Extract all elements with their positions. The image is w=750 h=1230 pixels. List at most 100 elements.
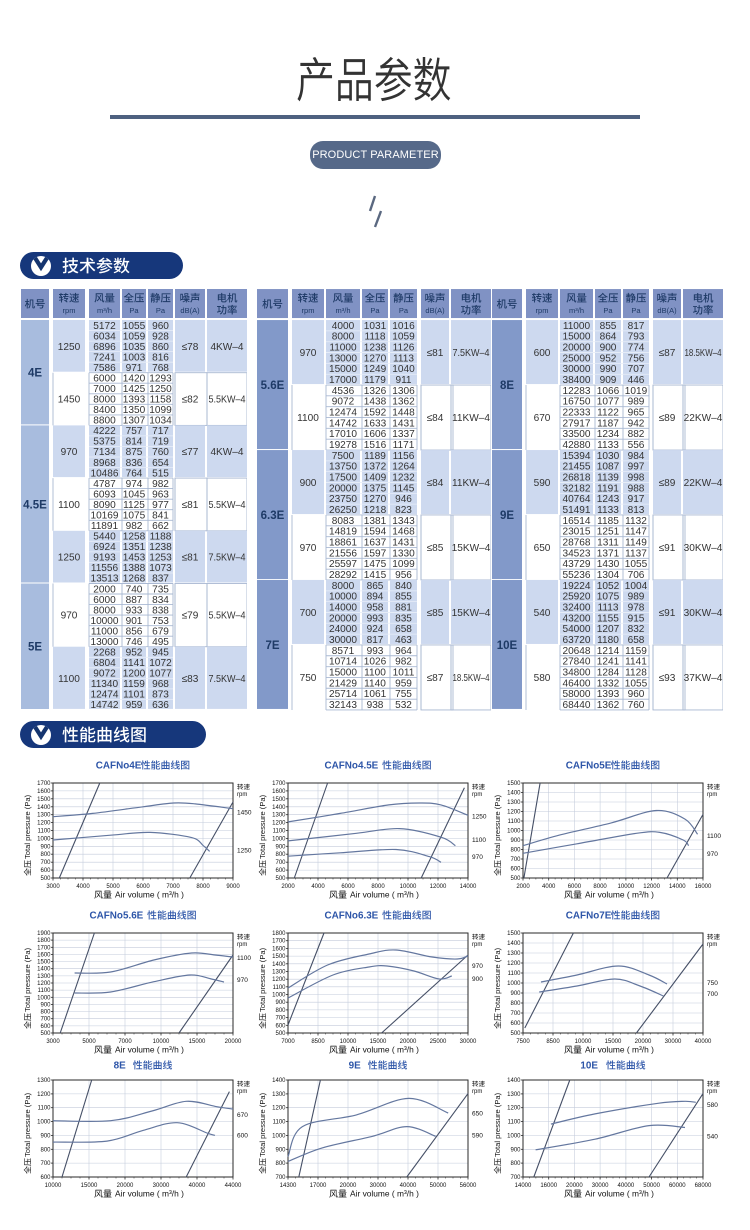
- svg-text:17010: 17010: [329, 429, 357, 440]
- svg-text:rpm: rpm: [237, 792, 247, 798]
- svg-text:1238: 1238: [149, 542, 172, 553]
- svg-text:11000: 11000: [563, 321, 591, 332]
- svg-text:946: 946: [395, 494, 412, 505]
- svg-text:900: 900: [275, 844, 286, 850]
- svg-text:Air volume ( m³/h ): Air volume ( m³/h ): [350, 1189, 419, 1199]
- svg-text:15394: 15394: [562, 451, 590, 462]
- svg-text:8571: 8571: [332, 646, 355, 657]
- svg-text:823: 823: [395, 505, 412, 516]
- svg-text:956: 956: [395, 570, 412, 581]
- svg-text:Pa: Pa: [370, 306, 380, 315]
- svg-text:9072: 9072: [93, 669, 116, 680]
- svg-text:900: 900: [275, 1000, 286, 1006]
- svg-text:≤89: ≤89: [659, 413, 676, 424]
- svg-text:8000: 8000: [93, 395, 116, 406]
- svg-text:37KW–4: 37KW–4: [684, 673, 723, 684]
- svg-text:768: 768: [152, 363, 169, 374]
- svg-text:990: 990: [600, 364, 617, 375]
- svg-text:600: 600: [237, 1132, 248, 1139]
- svg-text:5440: 5440: [93, 532, 116, 543]
- svg-text:836: 836: [126, 458, 143, 469]
- svg-text:8968: 8968: [93, 458, 116, 469]
- svg-text:6896: 6896: [93, 342, 116, 353]
- svg-text:1132: 1132: [625, 516, 647, 527]
- svg-text:832: 832: [628, 624, 645, 635]
- svg-text:20000: 20000: [635, 1039, 652, 1045]
- svg-text:23750: 23750: [329, 494, 357, 505]
- svg-text:5E: 5E: [28, 642, 42, 654]
- svg-text:8400: 8400: [93, 405, 116, 416]
- svg-text:9072: 9072: [332, 397, 355, 408]
- svg-text:1087: 1087: [597, 462, 620, 473]
- svg-text:1000: 1000: [37, 995, 51, 1001]
- svg-text:CAFNo5.6E: CAFNo5.6E: [90, 910, 144, 921]
- svg-text:700: 700: [275, 860, 286, 866]
- svg-text:1200: 1200: [507, 810, 521, 816]
- svg-text:970: 970: [472, 854, 483, 861]
- svg-text:Pa: Pa: [399, 306, 409, 315]
- svg-text:971: 971: [126, 363, 143, 374]
- svg-text:813: 813: [628, 505, 645, 516]
- svg-text:500: 500: [275, 876, 286, 882]
- svg-text:900: 900: [40, 1133, 51, 1139]
- svg-text:700: 700: [510, 1175, 521, 1181]
- svg-text:1100: 1100: [508, 971, 522, 977]
- svg-text:Air volume ( m³/h ): Air volume ( m³/h ): [585, 1045, 654, 1055]
- svg-text:11KW–4: 11KW–4: [452, 478, 490, 489]
- svg-text:rpm: rpm: [302, 306, 315, 315]
- svg-text:1200: 1200: [507, 1106, 521, 1112]
- svg-text:856: 856: [126, 626, 143, 637]
- svg-text:1113: 1113: [598, 603, 619, 614]
- svg-text:1371: 1371: [597, 548, 620, 559]
- svg-text:964: 964: [395, 646, 412, 657]
- svg-text:1306: 1306: [392, 386, 415, 397]
- svg-text:970: 970: [472, 963, 483, 970]
- svg-text:Air volume ( m³/h ): Air volume ( m³/h ): [115, 890, 184, 900]
- svg-text:rpm: rpm: [707, 792, 717, 798]
- svg-text:38400: 38400: [562, 375, 590, 386]
- svg-text:4000: 4000: [332, 321, 355, 332]
- svg-text:1700: 1700: [272, 939, 286, 945]
- svg-text:600: 600: [510, 867, 521, 873]
- svg-text:600: 600: [40, 1024, 51, 1030]
- svg-text:1594: 1594: [364, 527, 387, 538]
- svg-text:12474: 12474: [90, 690, 118, 701]
- svg-text:8500: 8500: [546, 1039, 560, 1045]
- svg-text:42880: 42880: [562, 440, 590, 451]
- svg-text:1000: 1000: [272, 836, 286, 842]
- svg-text:4000: 4000: [311, 884, 325, 890]
- svg-text:1126: 1126: [393, 343, 415, 354]
- svg-text:800: 800: [40, 852, 51, 858]
- svg-text:1633: 1633: [364, 418, 387, 429]
- svg-text:55236: 55236: [562, 570, 590, 581]
- svg-text:30000: 30000: [153, 1183, 170, 1189]
- svg-text:1200: 1200: [37, 981, 51, 987]
- svg-text:997: 997: [628, 462, 645, 473]
- svg-text:1400: 1400: [507, 791, 521, 797]
- svg-text:15000: 15000: [605, 1039, 622, 1045]
- svg-text:Total pressure (Pa): Total pressure (Pa): [23, 794, 32, 859]
- svg-text:13000: 13000: [329, 353, 357, 364]
- svg-text:Air volume ( m³/h ): Air volume ( m³/h ): [585, 1189, 654, 1199]
- svg-text:463: 463: [395, 635, 412, 646]
- svg-text:1171: 1171: [393, 440, 415, 451]
- svg-text:1304: 1304: [597, 570, 620, 581]
- svg-text:44000: 44000: [225, 1183, 242, 1189]
- svg-text:22333: 22333: [562, 408, 590, 419]
- svg-text:959: 959: [395, 678, 412, 689]
- svg-text:1600: 1600: [37, 952, 51, 958]
- svg-text:15KW–4: 15KW–4: [452, 608, 491, 619]
- svg-text:700: 700: [40, 1161, 51, 1167]
- svg-text:1500: 1500: [272, 797, 286, 803]
- svg-text:14819: 14819: [329, 527, 357, 538]
- svg-text:1055: 1055: [625, 678, 648, 689]
- svg-text:20000: 20000: [117, 1183, 134, 1189]
- svg-text:14000: 14000: [669, 884, 686, 890]
- svg-text:20000: 20000: [329, 483, 357, 494]
- svg-text:717: 717: [152, 426, 169, 437]
- svg-text:958: 958: [367, 603, 384, 614]
- svg-text:10000: 10000: [329, 592, 357, 603]
- svg-text:54000: 54000: [562, 624, 590, 635]
- svg-text:700: 700: [510, 857, 521, 863]
- svg-text:1099: 1099: [392, 559, 415, 570]
